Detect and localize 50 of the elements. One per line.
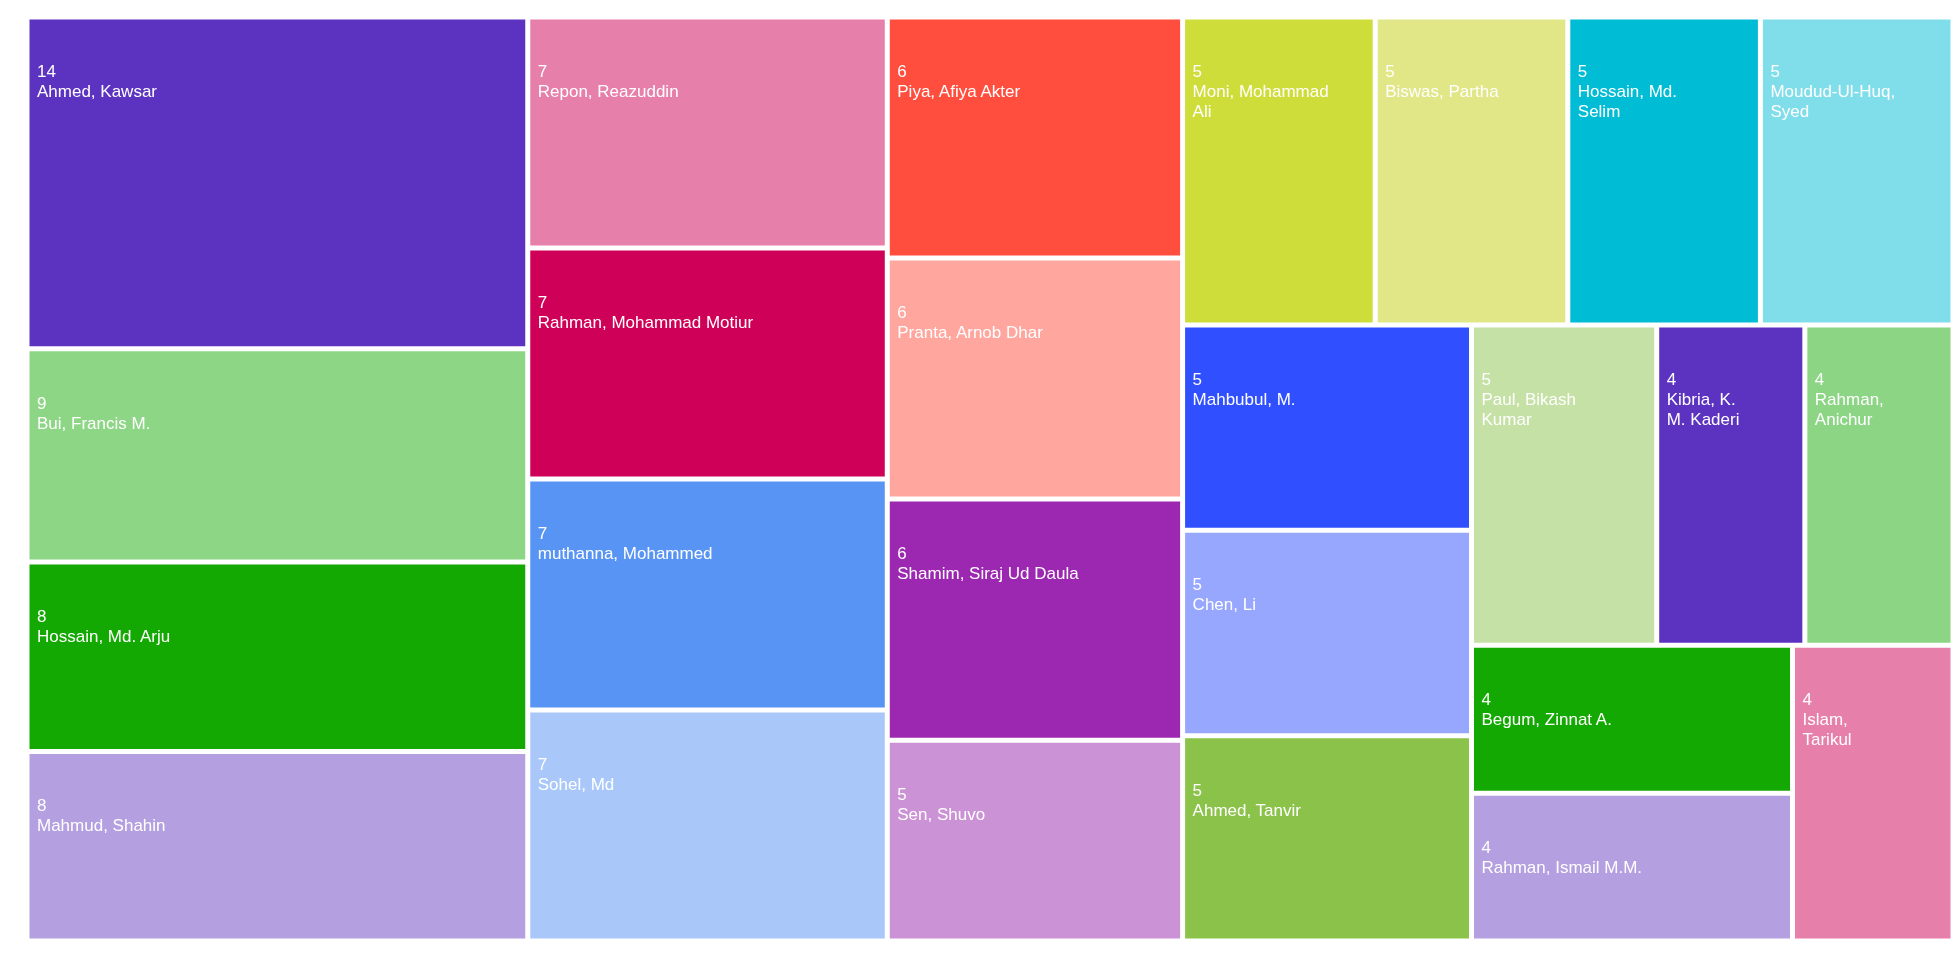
category-label: Ahmed, Tanvir	[1192, 800, 1302, 820]
category-label: Moni, Mohammad Ali	[1192, 82, 1329, 121]
data-label: 7	[537, 293, 548, 312]
category-label: Kibria, K. M. Kaderi	[1666, 390, 1740, 429]
category-label: Chen, Li	[1192, 595, 1256, 615]
data-label: 4	[1814, 370, 1825, 389]
category-label: Rahman, Mohammad Motiur	[537, 313, 754, 332]
data-label: 6	[897, 62, 907, 81]
data-label: 4	[1481, 838, 1491, 858]
category-label: Pranta, Arnob Dhar	[897, 323, 1044, 343]
category-label: Sohel, Md	[537, 775, 615, 794]
category-label: Hossain, Md. Arju	[37, 626, 171, 646]
category-label: Repon, Reazuddin	[537, 82, 679, 101]
data-label: 5	[1577, 62, 1588, 81]
data-label: 5	[1192, 575, 1203, 595]
data-label: 5	[1192, 62, 1203, 81]
data-label: 5	[1770, 62, 1780, 81]
category-label: Rahman, Anichur	[1814, 390, 1884, 429]
data-label: 7	[537, 524, 548, 543]
data-label: 5	[1192, 780, 1203, 800]
category-label: Biswas, Partha	[1385, 82, 1500, 101]
category-label: Piya, Afiya Akter	[897, 82, 1021, 101]
data-label: 5	[1481, 370, 1491, 389]
data-label: 5	[1192, 370, 1203, 389]
data-label: 6	[897, 303, 907, 323]
category-label: Mahbubul, M.	[1192, 390, 1296, 409]
data-label: 8	[37, 606, 47, 626]
data-label: 4	[1666, 370, 1677, 389]
data-label: 4	[1802, 690, 1812, 710]
category-label: Rahman, Ismail M.M.	[1481, 858, 1643, 878]
category-label: Moudud-Ul-Huq, Syed	[1770, 82, 1896, 121]
data-label: 14	[37, 62, 56, 81]
category-label: Hossain, Md. Selim	[1577, 82, 1677, 121]
category-label: Ahmed, Kawsar	[37, 82, 158, 101]
category-label: muthanna, Mohammed	[537, 544, 713, 563]
data-label: 7	[537, 755, 548, 774]
category-label: Begum, Zinnat A.	[1481, 710, 1612, 730]
category-label: Bui, Francis M.	[37, 413, 151, 433]
data-label: 6	[897, 544, 907, 564]
data-label: 4	[1481, 690, 1491, 710]
category-label: Mahmud, Shahin	[37, 816, 166, 836]
data-label: 8	[37, 796, 47, 816]
category-label: Sen, Shuvo	[897, 805, 986, 825]
category-label: Islam, Tarikul	[1802, 710, 1852, 750]
data-label: 5	[1385, 62, 1395, 81]
category-label: Shamim, Siraj Ud Daula	[897, 564, 1080, 584]
data-label: 9	[37, 393, 47, 413]
data-label: 7	[537, 62, 548, 81]
category-label: Paul, Bikash Kumar	[1481, 390, 1576, 429]
data-label: 5	[897, 785, 907, 805]
